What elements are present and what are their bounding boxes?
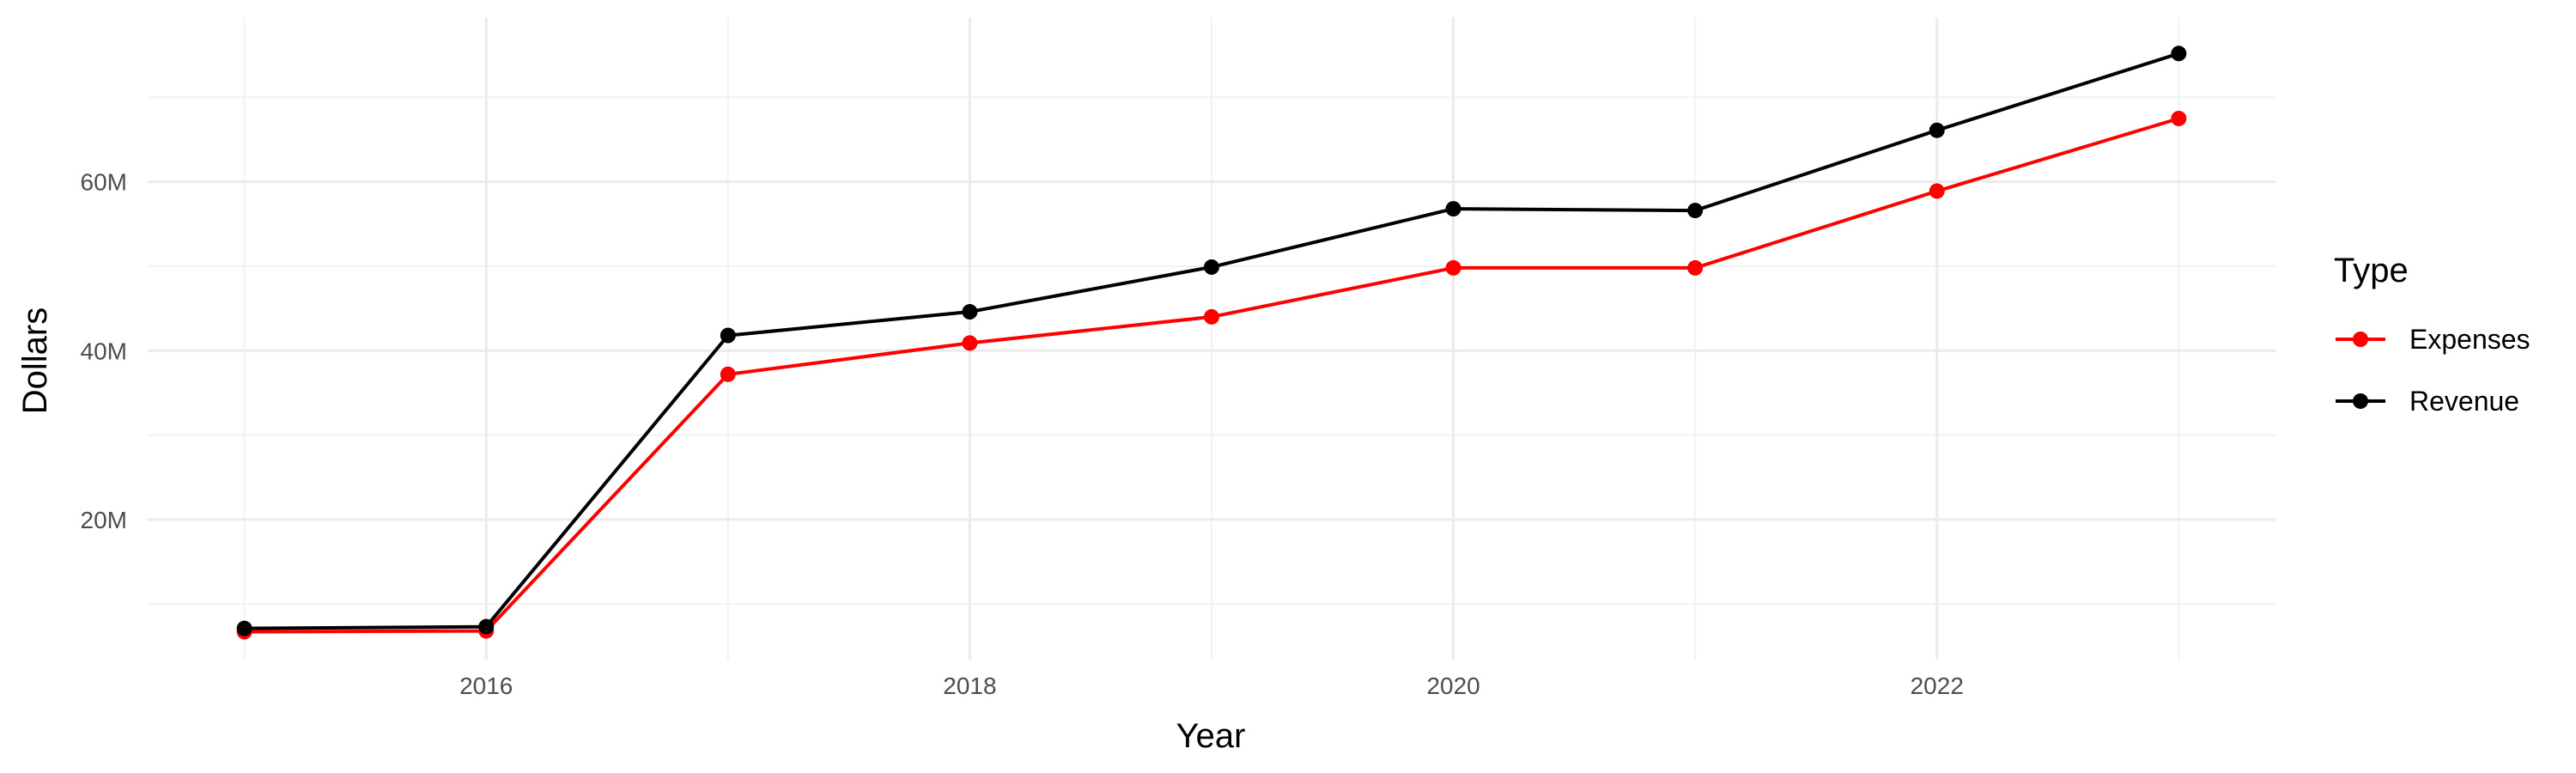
data-series	[236, 46, 2187, 640]
x-tick-label: 2020	[1426, 673, 1479, 699]
legend-key-point	[2353, 332, 2368, 347]
data-point	[1445, 259, 1461, 276]
y-tick-label: 40M	[81, 338, 127, 364]
legend-item: Expenses	[2336, 324, 2530, 355]
x-tick-label: 2022	[1911, 673, 1964, 699]
series-revenue	[236, 46, 2187, 636]
x-axis-tick-labels: 2016 2018 2020 2022	[459, 673, 1964, 699]
data-point	[1445, 201, 1461, 217]
x-tick-label: 2016	[459, 673, 513, 699]
y-axis-tick-labels: 20M 40M 60M	[81, 169, 127, 533]
data-point	[2171, 46, 2187, 62]
data-point	[1687, 259, 1704, 276]
data-point	[720, 366, 736, 382]
data-point	[478, 618, 495, 635]
legend: Type Expenses Revenue	[2334, 252, 2530, 417]
data-point	[1929, 183, 1945, 199]
legend-items: Expenses Revenue	[2336, 324, 2530, 417]
data-point	[962, 304, 978, 320]
y-tick-label: 20M	[81, 507, 127, 533]
legend-key-point	[2353, 393, 2368, 409]
data-point	[720, 327, 736, 344]
x-tick-label: 2018	[943, 673, 996, 699]
data-point	[236, 620, 252, 636]
y-tick-label: 60M	[81, 169, 127, 196]
legend-label: Revenue	[2409, 386, 2519, 417]
legend-label: Expenses	[2409, 324, 2530, 355]
data-point	[962, 335, 978, 351]
legend-title: Type	[2334, 252, 2409, 289]
data-point	[2171, 110, 2187, 126]
y-axis-title: Dollars	[16, 307, 54, 414]
data-point	[1204, 308, 1219, 325]
data-point	[1204, 259, 1219, 275]
gridlines	[148, 17, 2275, 660]
data-point	[1687, 203, 1704, 219]
data-point	[1929, 122, 1945, 138]
legend-item: Revenue	[2336, 386, 2519, 417]
x-axis-title: Year	[1176, 717, 1246, 755]
